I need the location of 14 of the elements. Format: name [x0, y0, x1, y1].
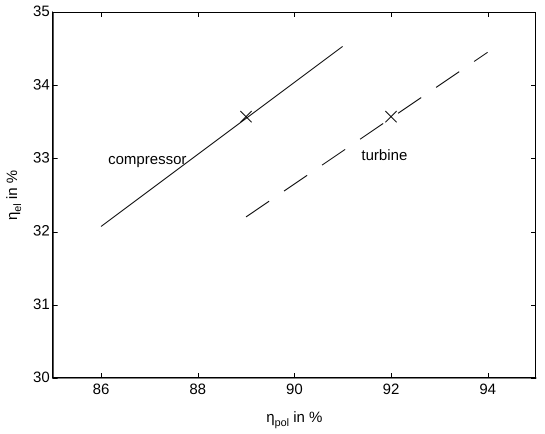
y-axis-title: ηel in %	[4, 170, 24, 220]
x-tick-label: 86	[92, 381, 110, 398]
x-tick-label: 90	[286, 381, 303, 398]
series-label: turbine	[361, 147, 408, 164]
y-tick-label: 32	[32, 222, 50, 240]
y-tick-label: 30	[32, 369, 50, 386]
series-label: compressor	[108, 150, 186, 168]
y-tick-label: 31	[32, 296, 50, 313]
x-tick-label: 92	[382, 381, 400, 398]
y-tick-label: 34	[32, 76, 50, 94]
y-tick-label: 33	[32, 150, 50, 167]
y-tick-label: 35	[32, 3, 50, 20]
x-tick-label: 94	[479, 381, 496, 398]
x-tick-label: 88	[189, 381, 206, 398]
